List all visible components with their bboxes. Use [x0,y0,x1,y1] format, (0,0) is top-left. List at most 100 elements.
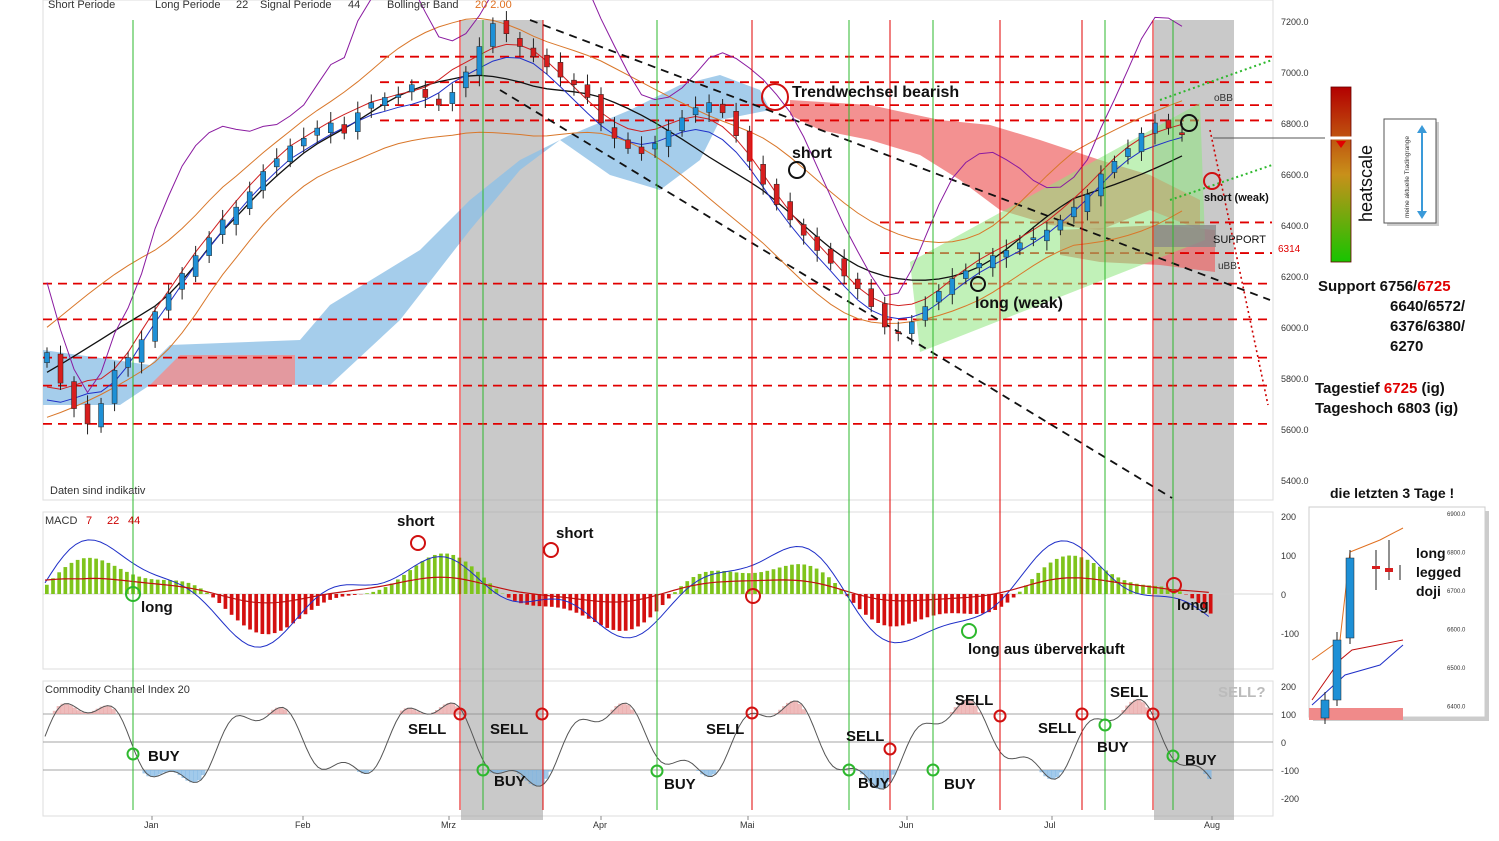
cci-overbought-fill [949,712,955,714]
macd-circle-cross [745,588,761,604]
cci-buy-2: BUY [494,773,526,790]
candle-body [355,112,361,132]
candle-body [679,117,685,131]
macd-bar [125,571,129,594]
candle-body [503,20,510,34]
cci-oversold-fill [501,770,506,772]
macd-tick: 0 [1281,590,1286,600]
macd-bar [279,594,283,631]
candle-body [909,321,915,334]
macd-bar [765,570,770,594]
macd-bar [45,584,49,594]
macd-bar [1128,582,1133,594]
candle-body [1003,250,1010,258]
candle-body [854,278,861,289]
cci-y-axis: 200 100 0 -100 -200 [1281,682,1299,804]
macd-bar [1196,594,1201,603]
macd-bar [654,594,659,612]
cci-oversold-fill [497,770,502,773]
cci-overbought-fill [64,703,69,714]
cci-buy-1: BUY [148,748,180,765]
cci-label: Commodity Channel Index 20 [45,684,190,696]
macd-bar [796,564,800,594]
candle-body [138,339,145,363]
long-period-label: Long Periode [155,0,220,11]
inset-note-2: legged [1416,564,1461,580]
macd-param-3: 44 [128,515,140,527]
candle-body [111,370,118,404]
candle-body [1098,173,1104,197]
cci-overbought-fill [80,712,85,714]
cci-overbought-fill [275,707,280,714]
cci-line [44,698,1212,790]
cci-overbought-fill [52,710,58,714]
cci-overbought-fill [442,704,448,714]
cci-tick: 0 [1281,738,1286,748]
cci-panel [42,680,1274,817]
signal-period-value: 44 [348,0,360,11]
tageshoch: Tageshoch 6803 (ig) [1315,400,1458,417]
macd-bar [1061,556,1065,594]
macd-bar [519,594,523,604]
cci-overbought-fill [614,706,619,714]
candle-body [328,122,334,133]
macd-bar [217,594,222,604]
macd-bar [198,588,203,594]
macd-bar [974,594,979,614]
candle-body [936,291,942,303]
cci-overbought-fill [72,707,77,714]
inset-cloud [1309,708,1403,720]
macd-bar [513,594,517,601]
range-arrow-down-icon [1417,211,1427,219]
macd-bar [211,594,215,598]
macd-bar [820,572,825,594]
candle-body [787,201,793,221]
cci-oversold-fill [516,770,522,774]
cci-buy-6: BUY [1097,739,1129,756]
macd-bar [469,566,474,594]
macd-bar [1048,562,1053,594]
support-box [1154,225,1216,247]
macd-bar [168,580,172,594]
highlight-march [461,20,543,820]
cci-sell-1: SELL [408,721,446,738]
macd-bar [1085,559,1090,594]
cci-overbought-fill [450,703,455,714]
macd-tick: 100 [1281,551,1296,561]
cci-overbought-fill [91,710,97,714]
cci-overbought-fill [107,706,112,714]
macd-bar [63,567,68,594]
macd-bar [149,579,154,594]
macd-bar [882,594,887,626]
macd-bar [266,594,271,635]
cci-overbought-fill [789,701,795,714]
macd-bar [1116,577,1121,594]
circle-trendwechsel [761,83,789,111]
range-box-label: meine aktuelle Tradingrange [1404,136,1411,218]
macd-bar [673,592,677,594]
candle-body [1165,119,1172,129]
price-tick: 7000.0 [1281,68,1309,78]
green-channel [910,103,1205,352]
cci-oversold-fill [1207,770,1212,779]
cci-oversold-fill [875,770,881,789]
macd-bar [235,594,240,621]
cci-overbought-fill [419,713,424,714]
annot-short-may: short [792,145,833,162]
macd-bar [605,594,610,628]
cci-overbought-fill [957,702,962,714]
macd-param-2: 22 [107,515,119,527]
candle-body [125,357,131,368]
candle-body [84,403,91,425]
inset-doji-body [1372,566,1380,569]
cci-overbought-fill [1137,699,1142,714]
macd-bar [562,594,566,609]
macd-bar [285,594,289,628]
candle-body [165,293,172,311]
cci-oversold-fill [165,770,171,772]
macd-circle-short-2 [543,542,559,558]
cci-buy-circle [1098,718,1112,732]
cci-overbought-fill [458,711,463,714]
macd-bar [1104,570,1108,594]
